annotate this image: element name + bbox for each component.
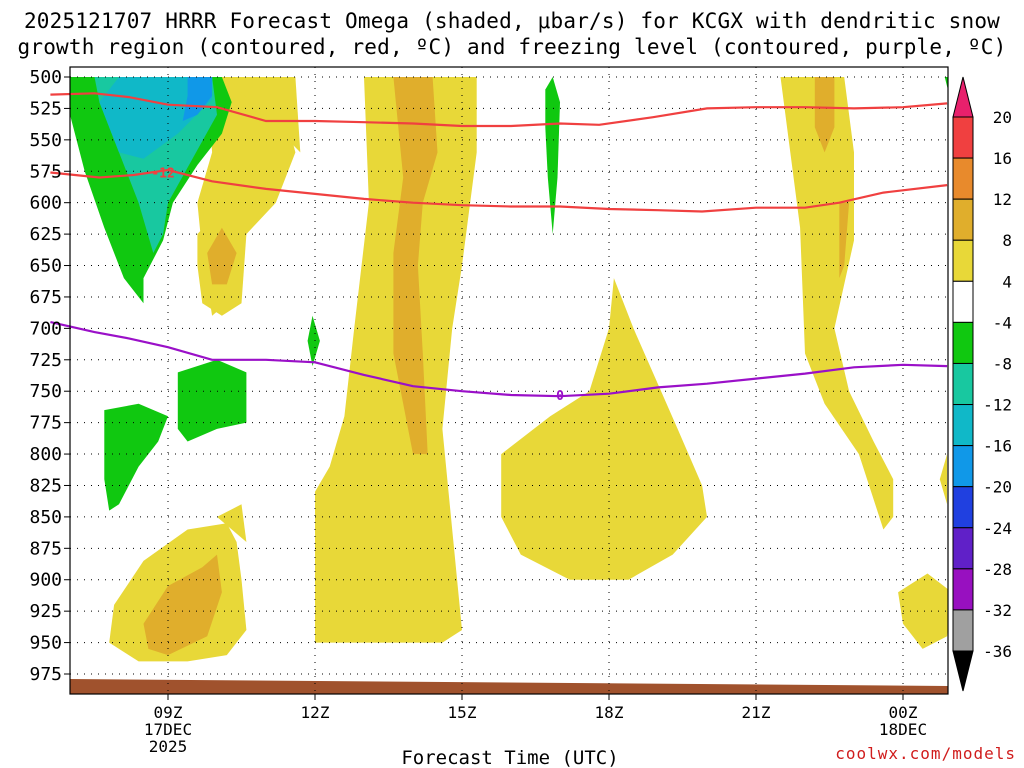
colorbar-label: -4 xyxy=(993,313,1012,332)
omega-positive-region xyxy=(501,278,707,580)
omega-positive-region xyxy=(207,227,237,285)
credit-text: coolwx.com/models xyxy=(835,744,1016,763)
colorbar-band xyxy=(952,362,974,406)
y-tick-label: 875 xyxy=(29,538,62,559)
colorbar-band xyxy=(952,445,974,488)
y-tick-label: 900 xyxy=(29,570,62,591)
omega-positive-region xyxy=(780,77,894,530)
contour-upper xyxy=(50,92,948,128)
y-tick-label: 850 xyxy=(29,507,62,528)
chart-title-line2: growth region (contoured, red, ºC) and f… xyxy=(17,35,1007,59)
omega-positive-region xyxy=(226,77,301,153)
colorbar-label: -28 xyxy=(983,560,1012,579)
colorbar-label: 16 xyxy=(993,149,1012,168)
temperature-contours: -12 0 xyxy=(50,92,948,404)
omega-positive-region xyxy=(839,202,850,279)
omega-region--20 xyxy=(182,77,213,121)
colorbar-band xyxy=(952,198,974,241)
y-tick-label: 775 xyxy=(29,413,62,434)
x-tick-label: 09Z xyxy=(154,703,183,722)
x-tick-label: 00Z xyxy=(889,703,918,722)
y-tick-label: 550 xyxy=(29,130,62,151)
contour-0 xyxy=(50,321,948,398)
colorbar-top-arrow xyxy=(952,76,974,118)
colorbar-band xyxy=(952,527,974,570)
y-tick-label: 825 xyxy=(29,475,62,496)
x-axis-title: Forecast Time (UTC) xyxy=(401,747,618,768)
omega-negative-region xyxy=(307,315,320,367)
plot-frame xyxy=(69,66,949,695)
y-tick-label: 625 xyxy=(29,224,62,245)
plot-border xyxy=(69,66,949,695)
x-tick-date: 18DEC xyxy=(879,720,927,739)
contour-label: -12 xyxy=(151,167,174,182)
omega-negative-region xyxy=(939,454,948,505)
y-tick-label: 525 xyxy=(29,98,62,119)
y-axis-labels: 500 525 550 575 600 625 650 675 700 725 750 775 800 8… xyxy=(29,67,70,685)
colorbar-label: 8 xyxy=(1002,231,1012,250)
x-tick-year: 2025 xyxy=(149,737,188,756)
colorbar-band xyxy=(952,609,974,652)
y-tick-label: 975 xyxy=(29,664,62,685)
y-tick-label: 575 xyxy=(29,161,62,182)
omega-positive-region xyxy=(814,77,835,153)
colorbar-label: -36 xyxy=(983,642,1012,661)
y-tick-label: 650 xyxy=(29,256,62,277)
colorbar-label: -12 xyxy=(983,396,1012,415)
x-tick-label: 15Z xyxy=(448,703,477,722)
chart-title-line1: 2025121707 HRRR Forecast Omega (shaded, … xyxy=(23,9,1001,33)
y-tick-label: 725 xyxy=(29,350,62,371)
omega-shading xyxy=(70,77,948,662)
omega-positive-region xyxy=(898,573,948,649)
y-tick-label: 500 xyxy=(29,67,62,88)
ground-terrain xyxy=(70,679,948,694)
y-tick-label: 800 xyxy=(29,444,62,465)
ground-layer xyxy=(70,679,948,694)
x-tick-label: 12Z xyxy=(301,703,330,722)
colorbar-label: 12 xyxy=(993,190,1012,209)
omega-negative-region xyxy=(177,359,247,442)
y-tick-label: 950 xyxy=(29,633,62,654)
contour--12 xyxy=(50,168,948,213)
y-tick-label: 750 xyxy=(29,381,62,402)
x-tick-label: 21Z xyxy=(742,703,771,722)
omega-positive-region xyxy=(143,554,222,656)
colorbar-band xyxy=(952,321,974,364)
colorbar: 20 16 12 8 4 -4 -8 -12 -16 -20 -24 -28 -32 -36 xyxy=(952,76,1012,692)
colorbar-band xyxy=(952,280,974,323)
omega-negative-region xyxy=(104,403,168,511)
y-tick-label: 675 xyxy=(29,287,62,308)
colorbar-label: 20 xyxy=(993,108,1012,127)
x-tick-label: 18Z xyxy=(595,703,624,722)
y-tick-label: 925 xyxy=(29,601,62,622)
x-tick-date: 17DEC xyxy=(144,720,192,739)
colorbar-band xyxy=(952,568,974,611)
colorbar-bottom-arrow xyxy=(952,650,974,692)
omega-positive-region xyxy=(217,504,247,542)
contour-label: 0 xyxy=(556,389,564,404)
y-tick-label: 600 xyxy=(29,193,62,214)
colorbar-label: -16 xyxy=(983,437,1012,456)
colorbar-label: 4 xyxy=(1002,272,1012,291)
colorbar-band xyxy=(952,157,974,200)
colorbar-label: -8 xyxy=(993,354,1012,373)
colorbar-band xyxy=(952,116,974,159)
omega-positive-region xyxy=(393,77,438,455)
omega-negative-region xyxy=(944,77,948,90)
colorbar-band xyxy=(952,404,974,447)
colorbar-label: -24 xyxy=(983,519,1012,538)
y-tick-label: 700 xyxy=(29,318,62,339)
colorbar-label: -20 xyxy=(983,478,1012,497)
omega-negative-region xyxy=(545,77,560,235)
colorbar-label: -32 xyxy=(983,601,1012,620)
colorbar-band xyxy=(952,486,974,529)
colorbar-band xyxy=(952,239,974,282)
